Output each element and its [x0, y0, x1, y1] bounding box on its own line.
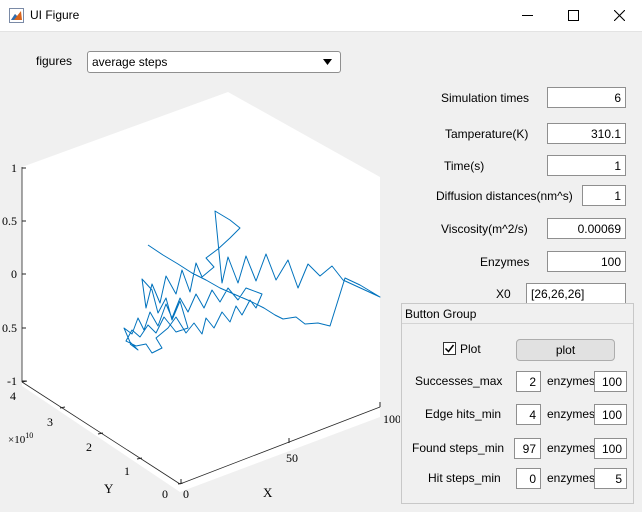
sim-times-input[interactable]: 6	[547, 87, 626, 108]
z-tick-label: 1	[11, 161, 17, 175]
close-button[interactable]	[596, 0, 642, 31]
z-tick-label: 0.5	[2, 321, 17, 335]
x-axis-line	[179, 406, 381, 485]
button-group-panel: Button Group	[401, 303, 634, 504]
x0-input[interactable]: [26,26,26]	[526, 283, 626, 304]
figures-dropdown[interactable]: average steps	[87, 51, 341, 73]
hit-steps-enzymes-input[interactable]: 5	[594, 468, 627, 489]
y-tick-label: 4	[10, 389, 16, 403]
viscosity-label: Viscosity(m^2/s)	[441, 222, 528, 236]
time-label: Time(s)	[444, 159, 485, 173]
edge-hits-min-input[interactable]: 4	[516, 404, 541, 425]
diffusion-input[interactable]: 1	[582, 185, 626, 206]
window-title: UI Figure	[30, 8, 80, 22]
y-tick	[97, 432, 104, 435]
y-tick-label: 2	[86, 440, 92, 454]
checkmark-icon	[444, 344, 455, 353]
plot-checkbox-label: Plot	[460, 342, 481, 356]
y-tick	[136, 457, 143, 460]
x-tick-label: 50	[286, 451, 298, 465]
trajectory-line	[123, 210, 381, 354]
hit-steps-min-input[interactable]: 0	[516, 468, 541, 489]
found-steps-enzymes-input[interactable]: 100	[594, 438, 627, 459]
enzymes-label-row3: enzymes	[547, 441, 596, 455]
figures-label: figures	[36, 54, 73, 68]
plot-area	[22, 92, 380, 492]
x-tick-label: 0	[183, 487, 189, 501]
enzymes-label-row1: enzymes	[547, 374, 596, 388]
plot-checkbox[interactable]	[443, 342, 456, 355]
minimize-button[interactable]	[504, 0, 550, 31]
y-axis-label: Y	[104, 481, 114, 496]
diffusion-label: Diffusion distances(nm^s)	[436, 189, 573, 203]
plot-button[interactable]: plot	[516, 339, 615, 361]
z-tick-label: -1	[7, 374, 17, 388]
y-tick-label: 3	[47, 415, 53, 429]
enzymes-label-row2: enzymes	[547, 407, 596, 421]
y-tick	[21, 380, 28, 383]
button-group-title: Button Group	[402, 304, 633, 324]
found-steps-min-input[interactable]: 97	[514, 438, 541, 459]
y-multiplier-label: ×1010	[8, 431, 33, 446]
y-tick	[59, 406, 66, 409]
viscosity-input[interactable]: 0.00069	[547, 218, 626, 239]
hit-steps-min-label: Hit steps_min	[428, 471, 501, 485]
edge-hits-min-label: Edge hits_min	[425, 407, 502, 421]
x-axis-label: X	[263, 485, 273, 500]
successes-max-input[interactable]: 2	[516, 371, 541, 392]
y-tick-label: 1	[124, 464, 130, 478]
successes-enzymes-input[interactable]: 100	[594, 371, 627, 392]
chevron-down-icon	[323, 59, 332, 65]
successes-max-label: Successes_max	[415, 374, 503, 388]
maximize-button[interactable]	[550, 0, 596, 31]
plot-axes-3d[interactable]: 1 0.5 0 0.5 -1 4 3 2 1 0 ×1010 Y 0 50 10…	[0, 32, 400, 512]
y-tick-label: 0	[162, 487, 168, 501]
enzymes-label-row4: enzymes	[547, 471, 596, 485]
temperature-input[interactable]: 310.1	[547, 123, 626, 144]
sim-times-label: Simulation times	[441, 91, 530, 105]
figures-selected: average steps	[92, 55, 168, 69]
matlab-app-icon	[9, 8, 24, 23]
temperature-label: Tamperature(K)	[445, 127, 529, 141]
found-steps-min-label: Found steps_min	[412, 441, 505, 455]
title-bar: UI Figure	[0, 0, 642, 32]
z-tick-label: 0	[11, 267, 17, 281]
enzymes-label: Enzymes	[480, 255, 530, 269]
x-tick-label: 100	[383, 412, 400, 426]
z-tick-label: 0.5	[2, 214, 17, 228]
time-input[interactable]: 1	[547, 155, 626, 176]
edge-hits-enzymes-input[interactable]: 100	[594, 404, 627, 425]
x0-label: X0	[496, 287, 511, 301]
enzymes-input[interactable]: 100	[547, 251, 626, 272]
